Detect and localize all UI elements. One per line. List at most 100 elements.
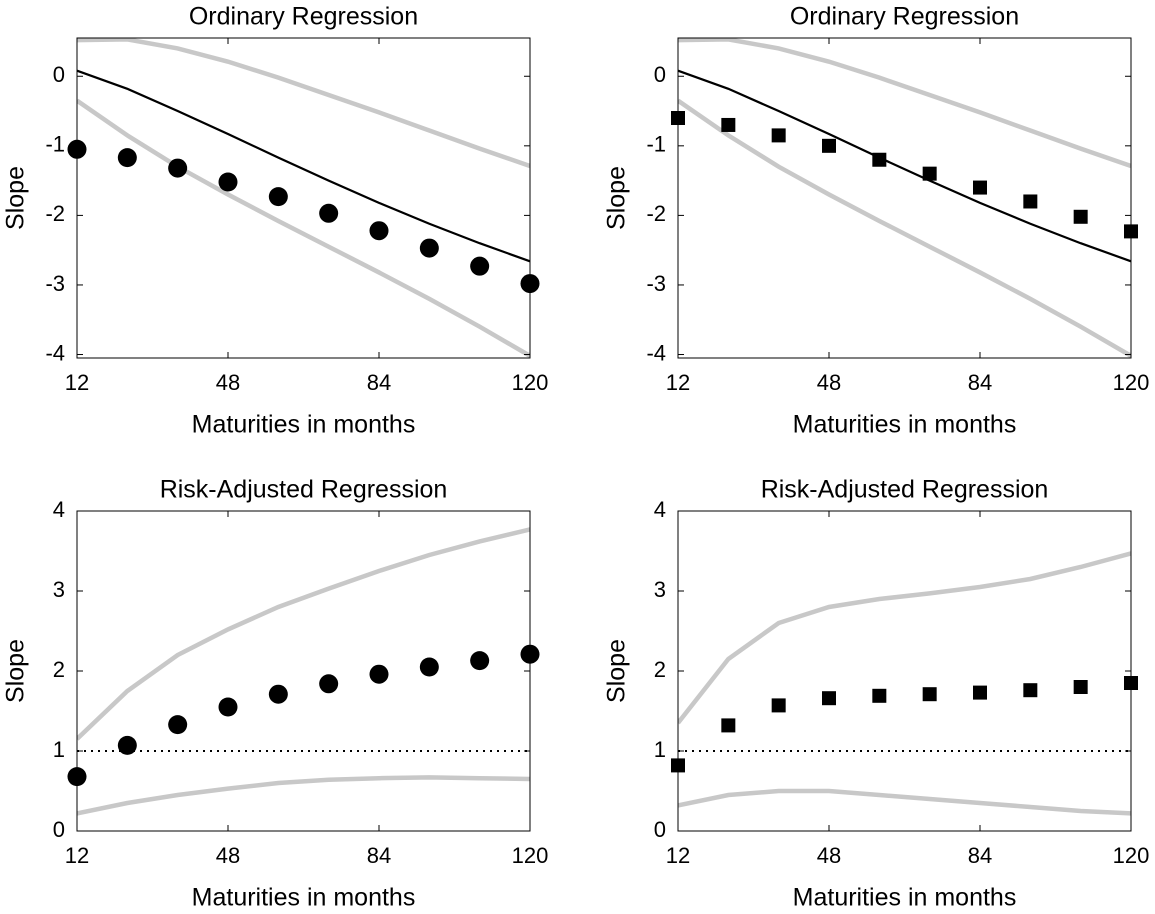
series-line — [678, 69, 1131, 263]
marker — [1023, 194, 1038, 209]
marker — [771, 698, 786, 713]
marker — [319, 674, 339, 694]
y-tick-label: -3 — [45, 271, 65, 296]
plot-area — [678, 551, 1131, 816]
marker — [268, 187, 288, 207]
marker — [470, 256, 490, 276]
marker — [1073, 680, 1088, 694]
y-tick-label: -3 — [646, 271, 666, 296]
marker — [419, 657, 439, 677]
marker — [1023, 683, 1038, 698]
x-tick-label: 120 — [512, 843, 549, 868]
subplot: Risk-Adjusted Regression Maturities in mo… — [603, 476, 1150, 912]
marker — [1073, 209, 1088, 224]
marker — [822, 691, 836, 706]
y-tick-label: -2 — [646, 201, 666, 226]
series-line — [77, 98, 530, 358]
y-tick-label: 1 — [654, 737, 666, 762]
marker — [721, 117, 736, 132]
y-tick-label: 4 — [53, 497, 65, 522]
marker — [218, 172, 238, 192]
series-line — [678, 98, 1131, 358]
chart-title: Risk-Adjusted Regression — [761, 476, 1049, 504]
y-tick-label: -1 — [45, 132, 65, 157]
marker — [973, 685, 987, 700]
marker — [168, 715, 188, 735]
plot-area — [678, 38, 1131, 358]
y-tick-label: 2 — [53, 657, 65, 682]
y-tick-label: 1 — [53, 737, 65, 762]
x-tick-label: 84 — [367, 370, 391, 395]
series-line — [77, 69, 530, 263]
y-tick-label: 0 — [53, 817, 65, 842]
y-axis-label: Slope — [2, 166, 30, 230]
x-tick-label: 120 — [512, 370, 549, 395]
y-axis-label: Slope — [603, 639, 631, 703]
x-tick-label: 12 — [666, 843, 690, 868]
x-tick-label: 12 — [65, 843, 89, 868]
series-line — [678, 788, 1131, 816]
axes-box — [76, 37, 531, 359]
x-tick-label: 48 — [216, 843, 240, 868]
y-tick-label: 0 — [53, 62, 65, 87]
y-tick-label: 3 — [53, 577, 65, 602]
marker — [319, 203, 339, 223]
chart-title: Ordinary Regression — [189, 3, 418, 31]
subplot: Ordinary Regression Maturities in months S… — [603, 3, 1150, 439]
subplot: Risk-Adjusted Regression Maturities in mo… — [2, 476, 549, 912]
x-tick-label: 84 — [968, 843, 992, 868]
marker — [369, 221, 389, 241]
marker — [419, 238, 439, 258]
x-tick-label: 48 — [817, 370, 841, 395]
marker — [872, 688, 887, 703]
y-tick-label: 3 — [654, 577, 666, 602]
series-line — [77, 527, 530, 741]
x-tick-label: 12 — [666, 370, 690, 395]
marker — [268, 684, 288, 704]
marker — [369, 664, 389, 684]
y-tick-label: -4 — [646, 340, 666, 365]
series-line — [77, 775, 530, 816]
y-axis-label: Slope — [2, 639, 30, 703]
marker — [117, 148, 137, 168]
axes-box — [677, 37, 1132, 359]
y-tick-label: -1 — [646, 132, 666, 157]
marker — [771, 128, 786, 143]
x-axis-label: Maturities in months — [793, 411, 1017, 439]
x-tick-label: 48 — [817, 843, 841, 868]
marker — [872, 152, 887, 167]
marker — [922, 166, 937, 181]
marker — [218, 697, 238, 717]
x-tick-label: 84 — [367, 843, 391, 868]
y-tick-label: 4 — [654, 497, 666, 522]
y-tick-label: -4 — [45, 340, 65, 365]
y-tick-label: -2 — [45, 201, 65, 226]
y-axis-label: Slope — [603, 166, 631, 230]
series-line — [678, 38, 1131, 169]
marker — [470, 651, 490, 671]
x-axis-label: Maturities in months — [192, 884, 416, 912]
x-tick-label: 84 — [968, 370, 992, 395]
plot-area — [77, 38, 530, 358]
marker — [973, 180, 987, 195]
chart-title: Risk-Adjusted Regression — [160, 476, 448, 504]
x-tick-label: 120 — [1113, 843, 1150, 868]
marker — [721, 718, 736, 733]
axes-box — [677, 510, 1132, 832]
x-axis-label: Maturities in months — [192, 411, 416, 439]
y-tick-label: 0 — [654, 62, 666, 87]
marker — [168, 158, 188, 178]
x-tick-label: 120 — [1113, 370, 1150, 395]
series-line — [678, 551, 1131, 725]
x-axis-label: Maturities in months — [793, 884, 1017, 912]
y-tick-label: 2 — [654, 657, 666, 682]
series-line — [77, 38, 530, 169]
x-tick-label: 12 — [65, 370, 89, 395]
y-tick-label: 0 — [654, 817, 666, 842]
x-tick-label: 48 — [216, 370, 240, 395]
marker — [117, 735, 137, 755]
marker — [822, 138, 836, 153]
plot-area — [77, 527, 530, 816]
